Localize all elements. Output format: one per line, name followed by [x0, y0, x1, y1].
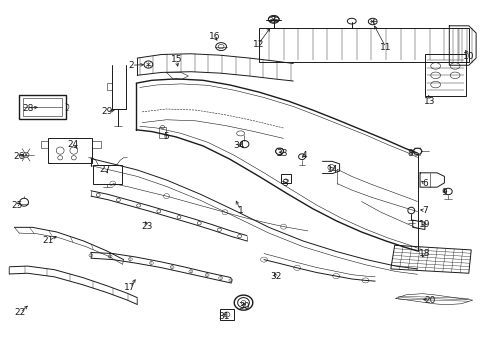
- Text: 27: 27: [100, 165, 111, 174]
- Text: 6: 6: [421, 179, 427, 188]
- Text: 23: 23: [141, 222, 152, 231]
- Bar: [93, 165, 122, 184]
- Bar: [259, 28, 468, 62]
- Bar: [48, 138, 92, 163]
- Text: 5: 5: [163, 132, 169, 141]
- Bar: [281, 174, 290, 183]
- Text: 9: 9: [441, 188, 447, 197]
- Text: 20: 20: [423, 296, 435, 305]
- Bar: [23, 98, 61, 116]
- Text: 33: 33: [276, 149, 287, 158]
- Text: 26: 26: [14, 152, 25, 161]
- Text: 30: 30: [238, 302, 250, 311]
- Text: 32: 32: [270, 272, 281, 281]
- Text: 21: 21: [43, 237, 54, 246]
- Text: 31: 31: [217, 312, 229, 321]
- Bar: [219, 309, 234, 320]
- Text: 25: 25: [11, 201, 22, 210]
- Text: 8: 8: [407, 149, 412, 158]
- Bar: [159, 127, 166, 138]
- Text: 13: 13: [423, 96, 435, 105]
- Text: 24: 24: [67, 140, 79, 149]
- Text: 28: 28: [23, 104, 34, 113]
- Text: 34: 34: [232, 141, 244, 150]
- Text: 11: 11: [379, 43, 391, 52]
- Text: 10: 10: [462, 52, 473, 61]
- Text: 4: 4: [301, 151, 306, 160]
- Text: 18: 18: [418, 249, 430, 258]
- Text: 22: 22: [15, 308, 26, 317]
- Text: 19: 19: [418, 220, 430, 229]
- Bar: [19, 95, 65, 119]
- Text: 29: 29: [101, 107, 112, 116]
- Text: 15: 15: [170, 55, 182, 64]
- Text: 7: 7: [421, 206, 427, 215]
- Text: 12: 12: [252, 40, 264, 49]
- Text: 16: 16: [208, 32, 220, 41]
- Text: 3: 3: [282, 179, 287, 188]
- Text: 1: 1: [237, 206, 243, 215]
- Bar: [424, 54, 466, 96]
- Text: 17: 17: [124, 283, 135, 292]
- Text: 2: 2: [128, 61, 134, 70]
- Text: 14: 14: [326, 165, 337, 174]
